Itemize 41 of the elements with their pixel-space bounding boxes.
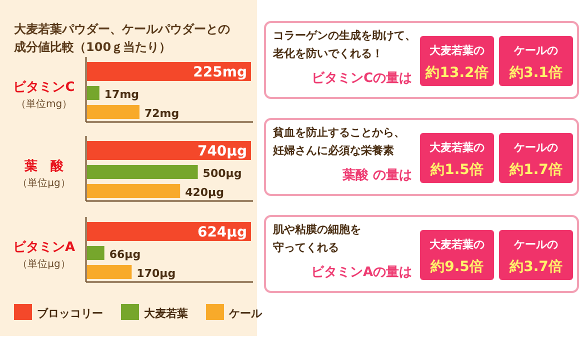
data-label: 420μg bbox=[185, 186, 224, 199]
text: 肌や粘膜の細胞を bbox=[272, 223, 361, 236]
text: 大麦若葉の bbox=[430, 141, 484, 154]
legend-label: 大麦若葉 bbox=[144, 307, 188, 320]
text: 約3.7倍 bbox=[508, 258, 562, 275]
data-label: 740μg bbox=[197, 144, 247, 160]
text: ビタミンA bbox=[12, 240, 76, 255]
data-label: 225mg bbox=[193, 64, 247, 80]
text: ケールの bbox=[513, 141, 558, 154]
text: ケールの bbox=[513, 44, 558, 57]
data-label: 66μg bbox=[109, 248, 141, 261]
text: ビタミンCの量は bbox=[311, 71, 412, 86]
text: 約1.7倍 bbox=[508, 161, 562, 178]
text: 妊婦さんに必須な栄養素 bbox=[272, 144, 394, 157]
legend-label: ブロッコリー bbox=[37, 307, 103, 320]
text: （単位μg） bbox=[18, 258, 70, 270]
text: ビタミンC bbox=[13, 80, 75, 95]
text: 大麦若葉パウダー、ケールパウダーとの bbox=[14, 22, 230, 36]
data-label: 72mg bbox=[144, 107, 180, 120]
text: 約1.5倍 bbox=[430, 161, 484, 178]
legend-label: ケール bbox=[228, 307, 263, 320]
text: 約3.1倍 bbox=[508, 64, 562, 81]
text: （単位mg） bbox=[16, 98, 72, 110]
data-label: 170μg bbox=[136, 267, 176, 280]
text: 約9.5倍 bbox=[430, 258, 484, 275]
text: 葉酸 の量は bbox=[341, 167, 412, 183]
data-label: 17mg bbox=[104, 88, 140, 101]
text: 大麦若葉の bbox=[430, 44, 484, 57]
text: 葉 酸 bbox=[24, 158, 64, 174]
text: （単位μg） bbox=[18, 177, 70, 189]
text: コラーゲンの生成を助けて、 bbox=[273, 29, 416, 42]
text: ビタミンAの量は bbox=[310, 265, 412, 280]
data-label: 624μg bbox=[197, 224, 247, 240]
text: 老化を防いでくれる！ bbox=[272, 47, 383, 60]
text: 貧血を防止することから、 bbox=[272, 126, 405, 139]
text: ケールの bbox=[513, 238, 558, 251]
text: 守ってくれる bbox=[273, 241, 339, 254]
text: 大麦若葉の bbox=[430, 238, 484, 251]
text: 約13.2倍 bbox=[424, 64, 488, 81]
text: 成分値比較（100ｇ当たり） bbox=[13, 40, 172, 54]
data-label: 500μg bbox=[202, 167, 242, 180]
